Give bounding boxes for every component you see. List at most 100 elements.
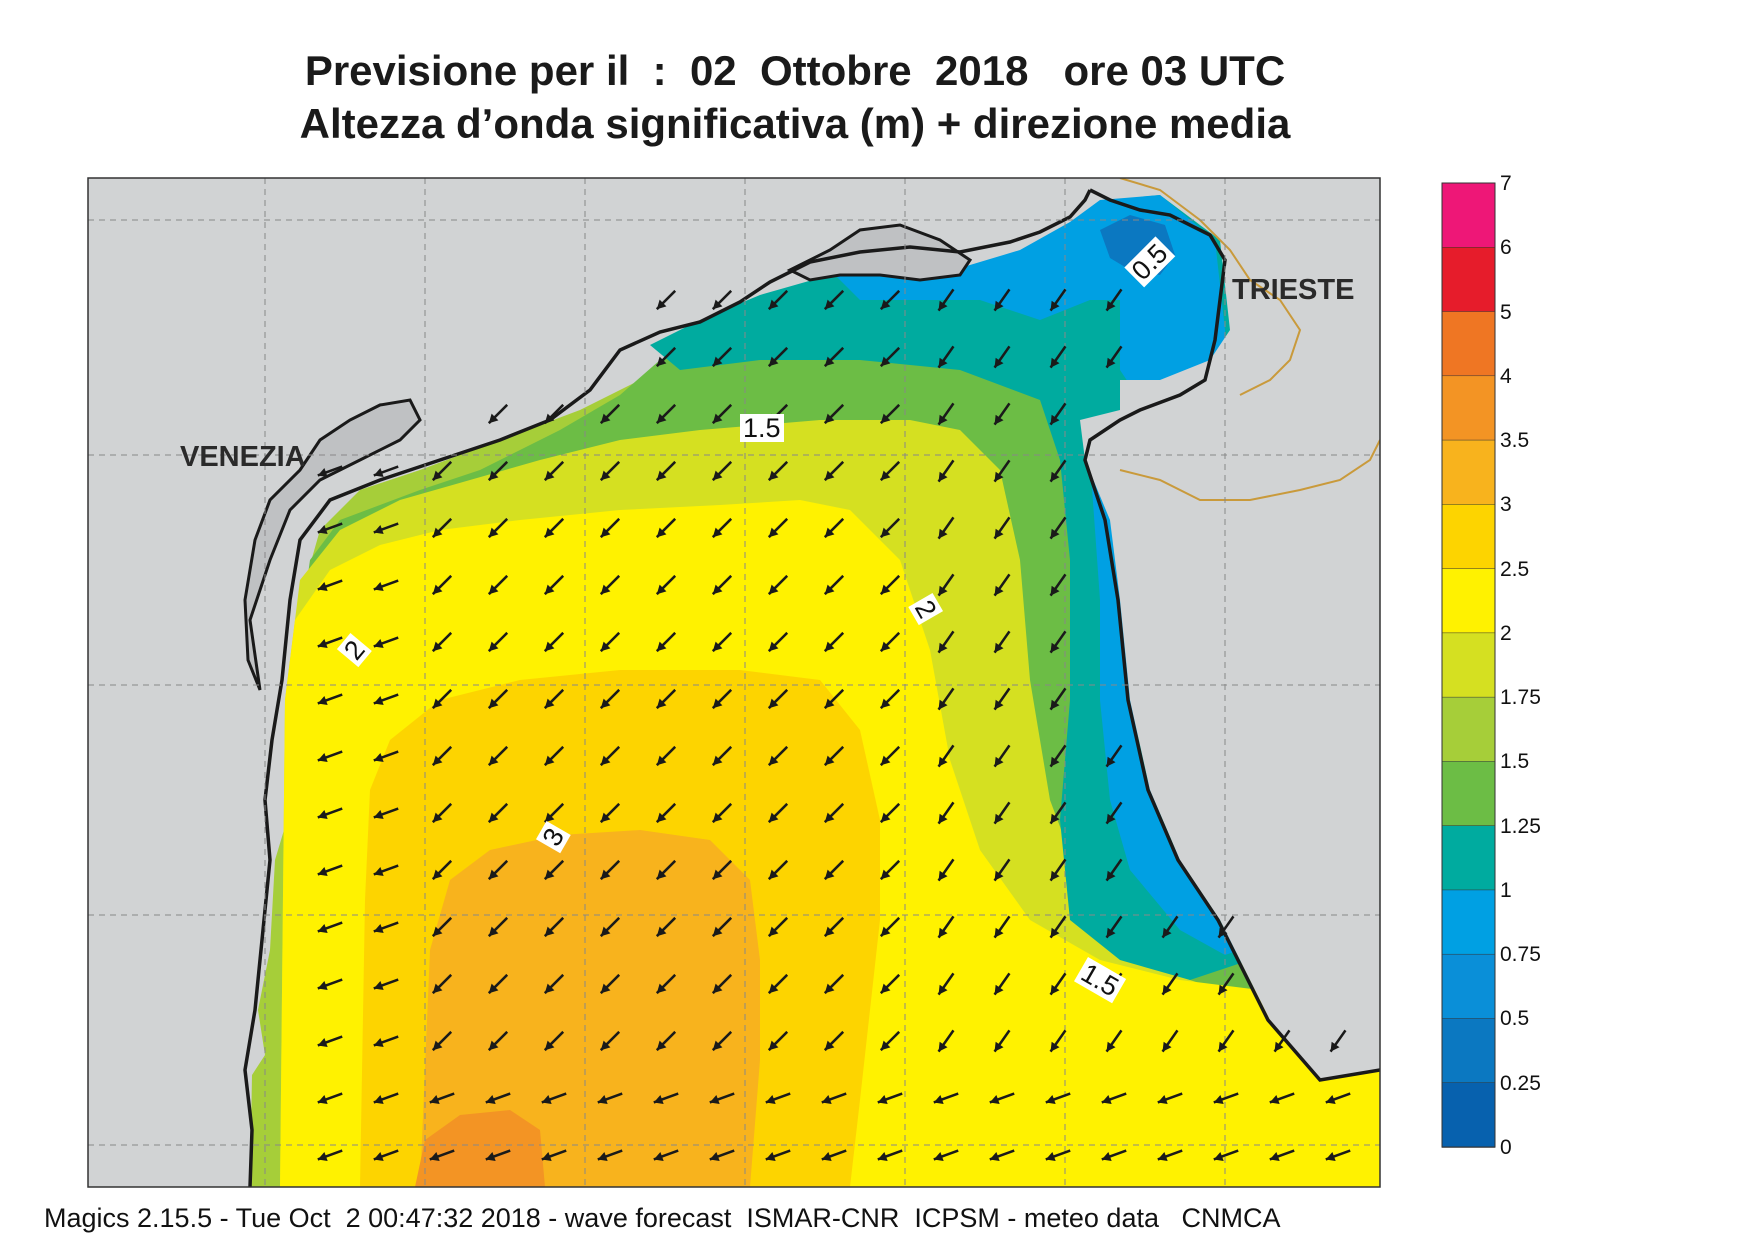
direction-arrow-head	[994, 642, 1004, 653]
direction-arrow-head	[656, 299, 667, 310]
direction-arrow-head	[373, 695, 384, 705]
graticule	[88, 178, 1380, 1187]
city-label-trieste: TRIESTE	[1232, 274, 1355, 306]
direction-arrow-head	[488, 812, 499, 823]
direction-arrow-head	[938, 756, 948, 767]
direction-arrow-head	[824, 470, 835, 481]
direction-arrow-head	[373, 1037, 384, 1047]
direction-arrow-head	[1050, 870, 1060, 881]
direction-arrow-head	[1157, 1151, 1168, 1161]
direction-arrow-head	[373, 1094, 384, 1104]
direction-arrow-head	[880, 812, 891, 823]
direction-arrow-head	[541, 1094, 552, 1104]
direction-arrow-head	[768, 983, 779, 994]
direction-arrow-head	[317, 1094, 328, 1104]
direction-arrow-head	[432, 755, 443, 766]
direction-arrow-head	[994, 984, 1004, 995]
direction-arrow-head	[712, 812, 723, 823]
direction-arrow-head	[317, 923, 328, 933]
direction-arrow-head	[712, 698, 723, 709]
direction-arrow-head	[877, 1094, 888, 1104]
sea-band-0.75-1-east	[1090, 460, 1240, 955]
direction-arrow-head	[880, 698, 891, 709]
direction-arrow-head	[1325, 1151, 1336, 1161]
direction-arrow-head	[1050, 984, 1060, 995]
direction-arrow-head	[938, 528, 948, 539]
direction-arrow-head	[656, 413, 667, 424]
direction-arrow-head	[373, 866, 384, 876]
colorbar-cell	[1441, 375, 1496, 441]
direction-arrow-head	[1106, 300, 1116, 311]
direction-arrow-head	[712, 926, 723, 937]
direction-arrow-head	[1050, 756, 1060, 767]
direction-arrow-head	[432, 584, 443, 595]
direction-arrow-head	[373, 524, 384, 534]
direction-arrow-head	[373, 809, 384, 819]
direction-arrow-head	[1330, 1041, 1340, 1052]
direction-arrow-head	[373, 581, 384, 591]
variable-title: Altezza d’onda significativa (m) + direz…	[299, 100, 1291, 147]
direction-arrow-head	[1050, 642, 1060, 653]
direction-arrow-head	[824, 356, 835, 367]
direction-arrow-head	[938, 414, 948, 425]
colorbar-cell	[1441, 953, 1496, 1020]
direction-arrow-head	[994, 699, 1004, 710]
direction-arrow-head	[768, 527, 779, 538]
direction-arrow-head	[1218, 927, 1228, 938]
direction-arrow-head	[485, 1094, 496, 1104]
colorbar-label: 2.5	[1500, 557, 1530, 581]
direction-arrow-head	[1106, 927, 1116, 938]
direction-arrow-head	[712, 470, 723, 481]
direction-arrow-head	[656, 698, 667, 709]
direction-arrow-head	[1106, 813, 1116, 824]
slovenia-croatia-border	[1119, 439, 1380, 501]
direction-arrow-head	[1162, 927, 1172, 938]
direction-arrow-head	[709, 1094, 720, 1104]
direction-arrow-head	[768, 1040, 779, 1051]
direction-arrow-head	[880, 527, 891, 538]
direction-arrow-head	[994, 357, 1004, 368]
direction-arrow-head	[938, 642, 948, 653]
direction-arrow-head	[1050, 414, 1060, 425]
venice-lagoon	[243, 398, 422, 691]
direction-arrow-head	[317, 695, 328, 705]
colorbar-frame	[1441, 182, 1496, 1148]
footer-credits: Magics 2.15.5 - Tue Oct 2 00:47:32 2018 …	[44, 1203, 1281, 1233]
direction-arrow-head	[600, 641, 611, 652]
direction-arrow-head	[656, 812, 667, 823]
direction-arrow-head	[712, 356, 723, 367]
direction-arrow-head	[880, 755, 891, 766]
direction-arrow-head	[938, 813, 948, 824]
colorbar-label: 0.75	[1500, 943, 1541, 967]
direction-arrow-head	[544, 641, 555, 652]
direction-arrow-head	[544, 755, 555, 766]
direction-arrow-head	[656, 356, 667, 367]
direction-arrow-head	[317, 638, 328, 648]
direction-arrow-head	[989, 1151, 1000, 1161]
direction-arrow-head	[600, 1040, 611, 1051]
direction-arrow-head	[600, 812, 611, 823]
direction-arrow-head	[824, 812, 835, 823]
direction-arrow-head	[656, 926, 667, 937]
direction-arrow-head	[600, 926, 611, 937]
direction-arrow-head	[1106, 1041, 1116, 1052]
direction-arrow-head	[824, 584, 835, 595]
direction-arrow-head	[1050, 528, 1060, 539]
direction-arrow-head	[765, 1151, 776, 1161]
direction-arrow-head	[432, 527, 443, 538]
direction-arrow-head	[1157, 1094, 1168, 1104]
direction-arrow-head	[656, 869, 667, 880]
direction-arrow-head	[880, 869, 891, 880]
direction-arrow-head	[373, 467, 384, 477]
direction-arrow-head	[1218, 1041, 1228, 1052]
direction-arrow-head	[938, 300, 948, 311]
direction-arrow-head	[768, 470, 779, 481]
direction-arrow-head	[712, 299, 723, 310]
colorbar-label: 2	[1500, 621, 1512, 645]
direction-arrow-head	[317, 524, 328, 534]
direction-arrow-head	[432, 812, 443, 823]
direction-arrow-head	[488, 1040, 499, 1051]
sea-band-3.5-4	[415, 1110, 545, 1187]
colorbar-label: 4	[1500, 364, 1512, 388]
direction-arrow-head	[880, 470, 891, 481]
